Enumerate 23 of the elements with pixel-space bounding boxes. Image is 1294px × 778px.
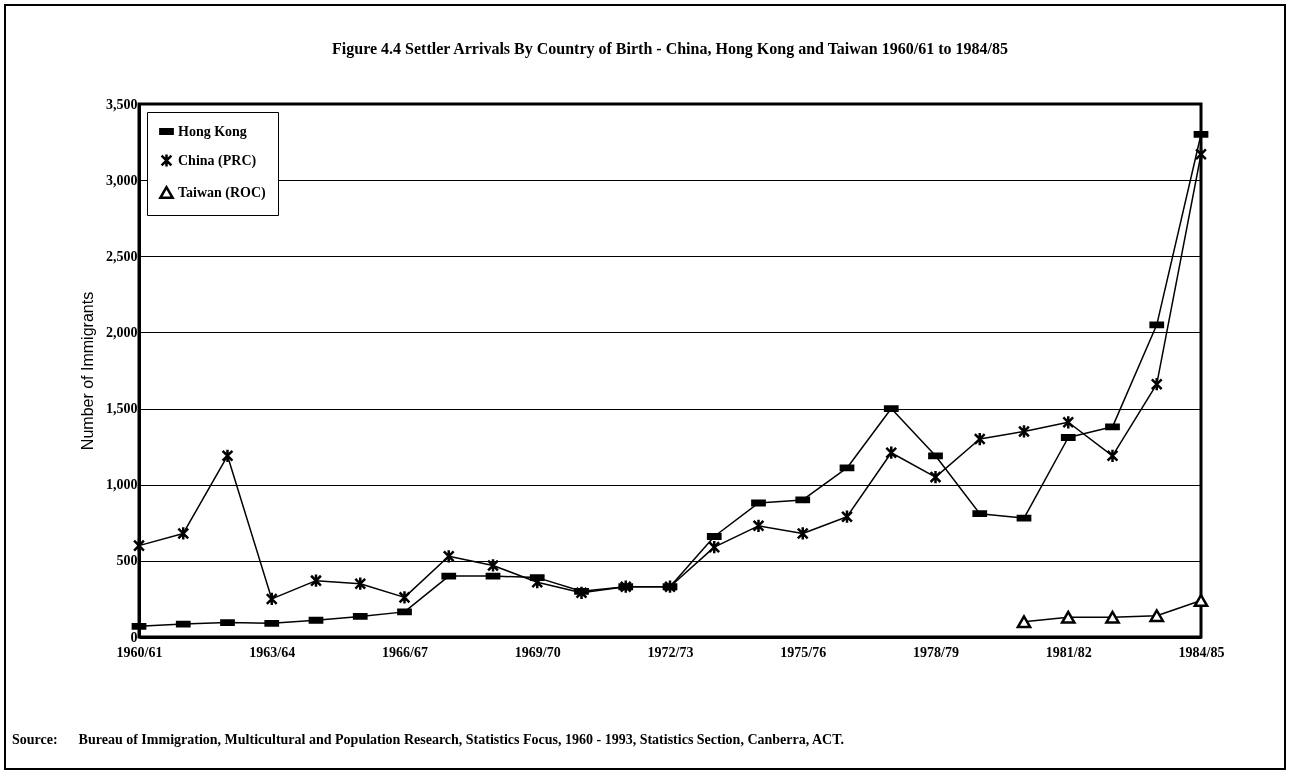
y-tick-label: 3,000 [106,172,138,188]
x-tick-label: 1972/73 [647,644,694,660]
legend-label: Hong Kong [178,123,247,139]
y-tick-label: 1,500 [106,401,138,417]
x-tick-label: 1981/82 [1045,644,1092,660]
y-tick-label: 2,500 [106,248,138,264]
x-tick-label: 1969/70 [514,644,561,660]
x-tick-label: 1978/79 [913,644,959,660]
y-axis-title: Number of Immigrants [79,291,96,451]
y-tick-label: 0 [130,629,138,645]
chart-title: Figure 4.4 Settler Arrivals By Country of Birth - China, Hong Kong and Taiwan 1960/61 to 1984/85 [332,40,1008,58]
x-tick-label: 1975/76 [780,644,827,660]
x-tick-label: 1966/67 [382,644,428,660]
y-tick-label: 1,000 [106,477,138,493]
legend-label: Taiwan (ROC) [178,184,267,201]
legend-label: China (PRC) [178,152,257,169]
y-tick-label: 500 [116,553,138,569]
y-tick-label: 3,500 [106,96,138,112]
x-tick-label: 1963/64 [249,644,296,660]
x-tick-label: 1960/61 [116,644,163,660]
y-tick-label: 2,000 [106,324,138,340]
x-tick-label: 1984/85 [1178,644,1225,660]
source-note: Source: Bureau of Immigration, Multicultural and Population Research, Statistics Focus, 1960 - 1993, Statistics Section, Canberra, ACT. [12,732,844,748]
